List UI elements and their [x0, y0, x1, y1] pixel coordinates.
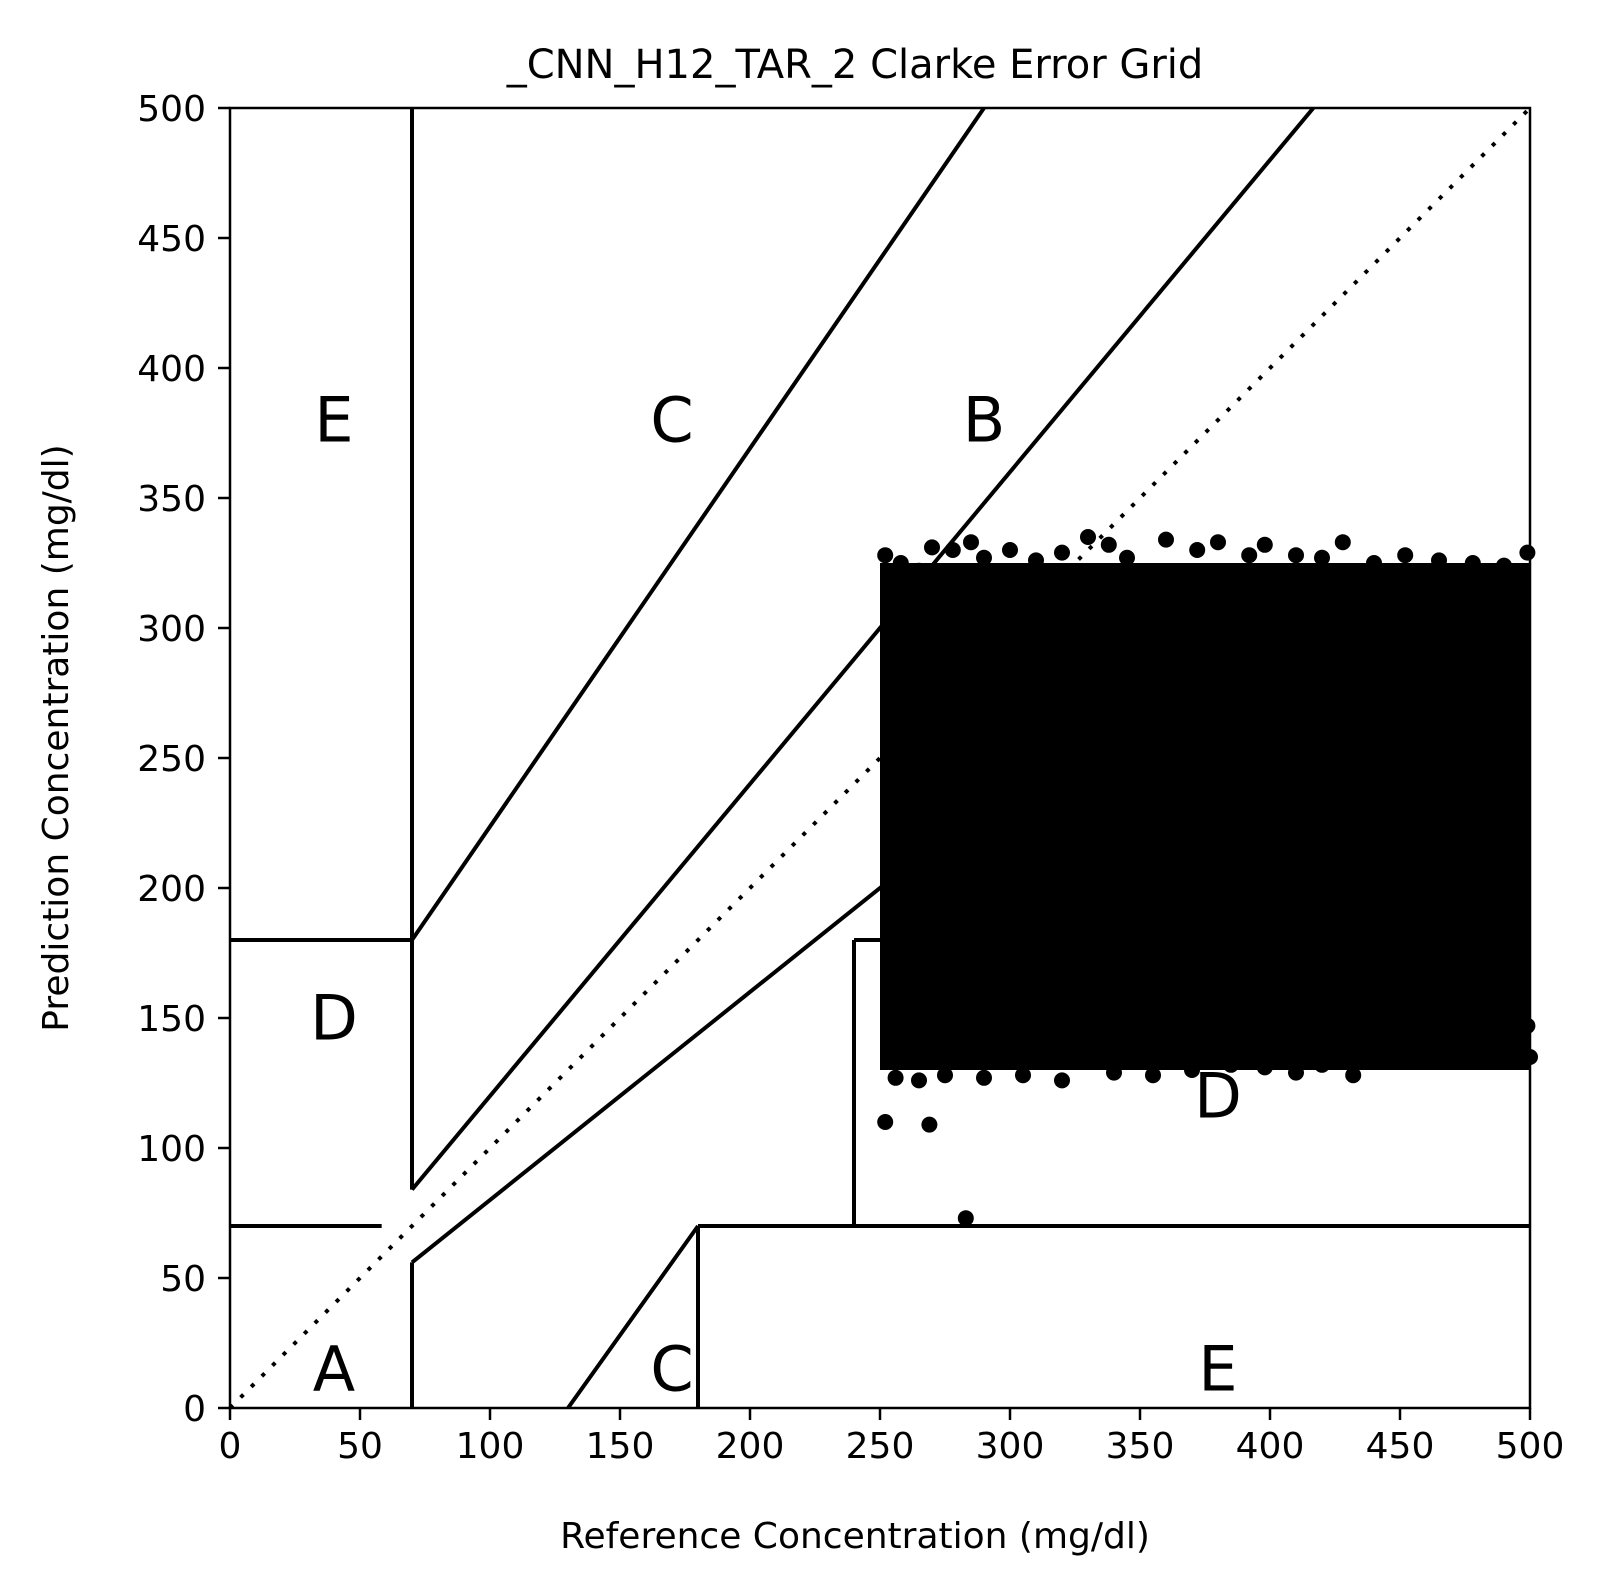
zone-boundary-line	[410, 106, 986, 942]
y-axis-label: Prediction Concentration (mg/dl)	[36, 444, 77, 1031]
scatter-point	[1158, 531, 1174, 548]
y-tick-label: 250	[137, 739, 206, 780]
scatter-point	[1184, 1062, 1200, 1078]
zone-boundary-line	[410, 106, 1315, 1191]
scatter-point	[1210, 534, 1226, 551]
x-tick-label: 0	[219, 1426, 242, 1467]
x-axis-label: Reference Concentration (mg/dl)	[560, 1516, 1150, 1557]
zone-label: C	[650, 384, 693, 457]
scatter-point	[1100, 536, 1117, 553]
scatter-point	[887, 1069, 904, 1086]
y-tick-label: 0	[183, 1389, 206, 1430]
scatter-point	[877, 1114, 894, 1130]
y-tick-label: 300	[137, 609, 206, 650]
zone-label: C	[650, 1333, 693, 1406]
scatter-point	[1371, 1049, 1388, 1065]
scatter-point	[921, 1116, 938, 1133]
scatter-point	[1241, 547, 1258, 564]
scatter-points	[877, 529, 1538, 1227]
scatter-point	[1256, 1059, 1273, 1076]
scatter-point	[1054, 1072, 1070, 1089]
y-tick-label: 50	[160, 1259, 206, 1300]
x-axis: 0 50 100 150 200 250 300 350 400 450 500	[219, 1408, 1565, 1467]
scatter-point	[1412, 1025, 1429, 1042]
scatter-point	[1334, 534, 1351, 551]
x-tick-label: 150	[586, 1426, 655, 1467]
scatter-point	[976, 549, 992, 566]
scatter-point	[1288, 547, 1304, 564]
scatter-point	[1431, 552, 1447, 569]
zone-label: A	[313, 1333, 355, 1406]
zone-label: B	[963, 384, 1006, 457]
x-tick-label: 400	[1236, 1426, 1305, 1467]
y-axis: 0 50 100 150 200 250 300 350 400 450 500	[137, 89, 230, 1430]
scatter-point-cloud	[880, 563, 1530, 1070]
scatter-point	[1028, 552, 1044, 569]
y-tick-label: 200	[137, 869, 206, 910]
x-tick-label: 250	[846, 1426, 915, 1467]
scatter-point	[1119, 549, 1135, 566]
x-tick-label: 50	[337, 1426, 383, 1467]
scatter-point	[1519, 1017, 1536, 1034]
zone-boundary-line	[566, 1224, 700, 1410]
y-tick-label: 100	[137, 1129, 206, 1170]
scatter-point	[1433, 1028, 1450, 1045]
zone-label: D	[310, 982, 358, 1055]
scatter-point	[1015, 1067, 1031, 1084]
scatter-point	[1145, 1067, 1161, 1084]
y-tick-label: 400	[137, 349, 206, 390]
scatter-point	[976, 1069, 992, 1086]
scatter-point	[1314, 549, 1330, 566]
identity-reference-line	[228, 106, 1532, 1410]
scatter-point	[1288, 1064, 1304, 1081]
scatter-point	[937, 1067, 953, 1084]
x-tick-label: 200	[716, 1426, 785, 1467]
x-tick-label: 300	[976, 1426, 1045, 1467]
scatter-point	[1002, 542, 1018, 558]
scatter-point	[1080, 529, 1096, 545]
scatter-point	[1506, 1010, 1523, 1026]
zone-label: E	[314, 384, 353, 457]
scatter-point	[924, 539, 940, 556]
zone-labels: E C BDA C ED	[310, 384, 1242, 1406]
zone-label: E	[1198, 1333, 1237, 1406]
scatter-point	[1106, 1064, 1122, 1081]
scatter-point	[911, 562, 927, 579]
y-tick-label: 150	[137, 999, 206, 1040]
scatter-point	[1392, 1036, 1408, 1052]
y-tick-label: 450	[137, 219, 206, 260]
scatter-point	[1366, 555, 1382, 571]
y-tick-label: 350	[137, 479, 206, 520]
x-tick-label: 100	[456, 1426, 525, 1467]
x-tick-label: 450	[1366, 1426, 1435, 1467]
x-tick-label: 500	[1496, 1426, 1565, 1467]
scatter-point	[1256, 536, 1273, 553]
scatter-point	[1454, 1004, 1471, 1021]
scatter-point	[1054, 544, 1070, 561]
scatter-point	[1475, 1017, 1492, 1034]
scatter-point	[1314, 1056, 1330, 1073]
y-tick-label: 500	[137, 89, 206, 130]
scatter-point	[1345, 1067, 1362, 1084]
x-tick-label: 350	[1106, 1426, 1175, 1467]
scatter-point	[1519, 544, 1536, 561]
scatter-point	[1223, 1056, 1239, 1073]
scatter-point	[957, 1210, 974, 1227]
scatter-point	[1397, 547, 1414, 564]
scatter-point	[1496, 1033, 1512, 1050]
scatter-point	[1464, 555, 1481, 571]
scatter-point	[892, 555, 909, 571]
scatter-point	[963, 534, 979, 551]
chart-title: _CNN_H12_TAR_2 Clarke Error Grid	[506, 42, 1204, 88]
scatter-point	[1496, 557, 1512, 574]
scatter-point	[944, 542, 961, 558]
scatter-point	[1189, 542, 1206, 558]
scatter-point	[911, 1072, 927, 1089]
scatter-point	[877, 547, 894, 564]
